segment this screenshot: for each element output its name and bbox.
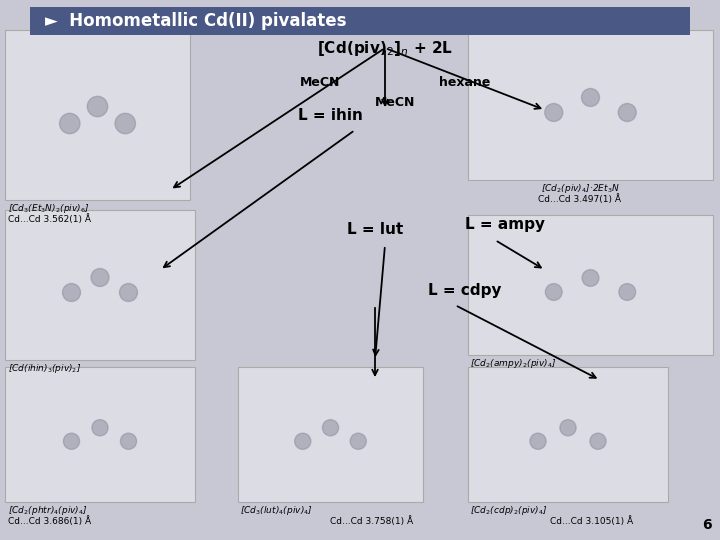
Circle shape [560,420,576,436]
Circle shape [545,104,563,122]
Circle shape [91,268,109,287]
Text: Cd...Cd 3.497(1) Å: Cd...Cd 3.497(1) Å [539,194,621,204]
Text: [Cd$_2$(phtr)$_4$(piv)$_4$]: [Cd$_2$(phtr)$_4$(piv)$_4$] [8,504,88,517]
Bar [5,30,190,200]
Text: L = lut: L = lut [347,222,403,238]
Text: [Cd$_2$(cdp)$_2$(piv)$_4$]: [Cd$_2$(cdp)$_2$(piv)$_4$] [470,504,548,517]
Bar [468,215,713,355]
Circle shape [63,433,80,449]
Circle shape [590,433,606,449]
Circle shape [582,89,600,106]
Text: MeCN: MeCN [300,77,340,90]
Circle shape [530,433,546,449]
Text: hexane: hexane [439,77,491,90]
Circle shape [618,104,636,122]
Text: [Cd$_3$(Et$_3$N)$_2$(piv)$_6$]: [Cd$_3$(Et$_3$N)$_2$(piv)$_6$] [8,202,89,215]
Text: L = cdpy: L = cdpy [428,282,502,298]
Text: Cd...Cd 3.562(1) Å: Cd...Cd 3.562(1) Å [8,214,91,224]
Text: [Cd$_3$(lut)$_4$(piv)$_4$]: [Cd$_3$(lut)$_4$(piv)$_4$] [240,504,313,517]
Circle shape [350,433,366,449]
Text: [Cd(piv)$_2$]$_n$ + 2L: [Cd(piv)$_2$]$_n$ + 2L [317,38,453,57]
Bar [468,367,668,502]
Text: L = ihin: L = ihin [297,107,362,123]
Text: [Cd$_2$(piv)$_4$]·2Et$_3$N: [Cd$_2$(piv)$_4$]·2Et$_3$N [541,182,619,195]
Circle shape [619,284,636,300]
Circle shape [294,433,311,449]
Circle shape [92,420,108,436]
Text: 6: 6 [703,518,712,532]
Text: Cd...Cd 3.758(1) Å: Cd...Cd 3.758(1) Å [330,516,413,526]
Bar [30,7,690,35]
Circle shape [323,420,338,436]
Text: [Cd$_2$(ampy)$_2$(piv)$_4$]: [Cd$_2$(ampy)$_2$(piv)$_4$] [470,357,557,370]
Text: Cd...Cd 3.105(1) Å: Cd...Cd 3.105(1) Å [550,516,633,526]
Text: L = ampy: L = ampy [465,218,545,233]
Circle shape [115,113,135,134]
Text: [Cd(ihin)$_3$(piv)$_2$]: [Cd(ihin)$_3$(piv)$_2$] [8,362,81,375]
Circle shape [582,269,599,286]
Bar [468,30,713,180]
Circle shape [63,284,81,301]
Bar [5,210,195,360]
Text: ►  Homometallic Cd(II) pivalates: ► Homometallic Cd(II) pivalates [45,12,346,30]
Text: Cd...Cd 3.686(1) Å: Cd...Cd 3.686(1) Å [8,516,91,526]
Text: MeCN: MeCN [375,97,415,110]
Bar [238,367,423,502]
Circle shape [120,433,137,449]
Bar [5,367,195,502]
Circle shape [120,284,138,301]
Circle shape [60,113,80,134]
Circle shape [545,284,562,300]
Circle shape [87,96,108,117]
